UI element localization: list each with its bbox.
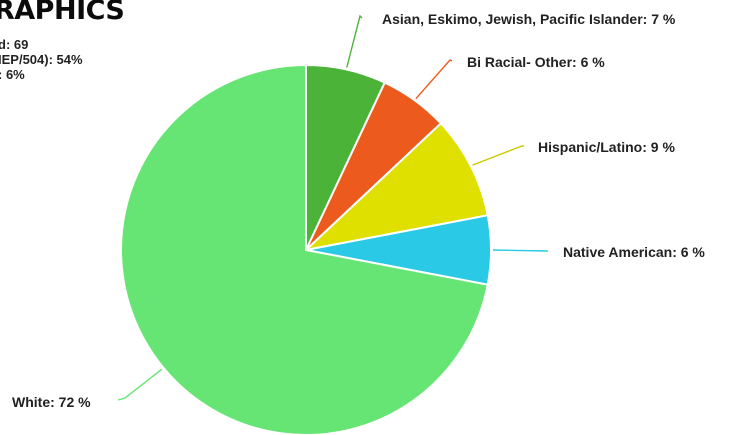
pie-slice — [305, 122, 489, 251]
pie-slice-label: Asian, Eskimo, Jewish, Pacific Islander:… — [382, 11, 676, 27]
pie-leader-line — [492, 249, 549, 252]
pie-leader-line — [117, 368, 163, 401]
side-stat-line: IEP/504): 54% — [0, 52, 83, 67]
pie-slice-label: Hispanic/Latino: 9 % — [538, 139, 675, 155]
side-stat-line: d: 69 — [0, 37, 29, 52]
page-heading: RAPHICS — [0, 0, 125, 26]
side-stat-line: : 6% — [0, 67, 25, 82]
pie-slices — [120, 64, 492, 435]
pie-leader-lines — [117, 14, 549, 401]
pie-slice-label: White: 72 % — [12, 394, 91, 410]
pie-slice-label: Bi Racial- Other: 6 % — [467, 54, 605, 70]
pie-slice-label: Native American: 6 % — [563, 244, 705, 260]
pie-leader-line — [415, 59, 453, 100]
side-stats: d: 69 IEP/504): 54% : 6% — [0, 37, 83, 82]
pie-slice — [120, 64, 489, 435]
pie-labels: Asian, Eskimo, Jewish, Pacific Islander:… — [12, 11, 705, 410]
pie-leader-line — [472, 145, 524, 166]
pie-leader-line — [346, 14, 363, 68]
